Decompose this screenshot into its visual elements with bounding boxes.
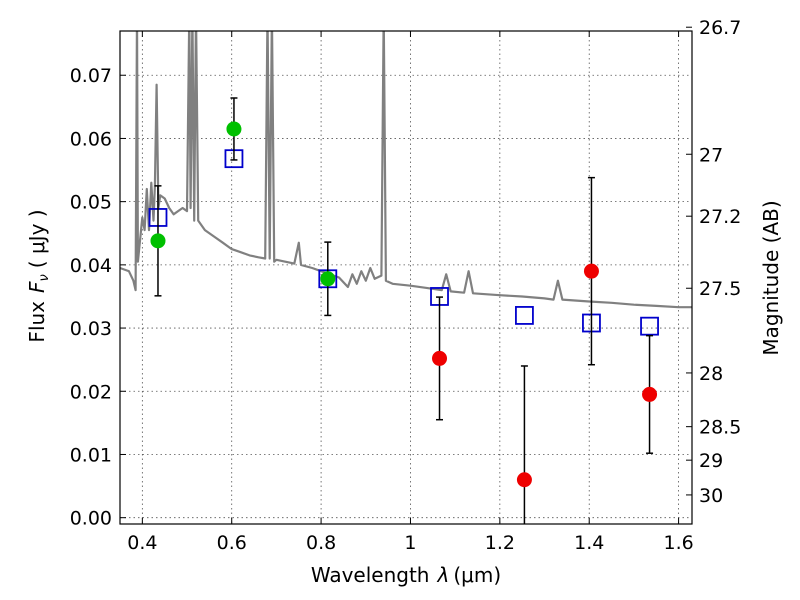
right-tick-label: 27.2 — [699, 206, 741, 228]
non-detection-point — [642, 386, 658, 402]
right-axis-label: Magnitude (AB) — [759, 200, 783, 355]
right-tick-label: 27 — [699, 144, 723, 166]
x-tick-label: 1 — [404, 532, 416, 554]
x-tick-label: 0.4 — [127, 532, 157, 554]
x-tick-label: 0.8 — [306, 532, 336, 554]
grid — [120, 31, 692, 524]
spectrum-layer — [120, 31, 692, 309]
spectrum-line — [120, 31, 692, 309]
detection-point — [226, 121, 242, 137]
non-detection-point — [432, 350, 448, 366]
y-tick-label: 0.01 — [70, 444, 112, 466]
right-tick-label: 28 — [699, 363, 723, 385]
x-tick-label: 0.6 — [217, 532, 247, 554]
plot-frame — [119, 30, 693, 525]
right-tick-label: 28.5 — [699, 417, 741, 439]
right-tick-label: 27.5 — [699, 278, 741, 300]
x-tick-label: 1.2 — [485, 532, 515, 554]
model-photometry-square — [515, 306, 534, 325]
y-tick-label: 0.04 — [70, 255, 112, 277]
right-tick-label: 30 — [699, 485, 723, 507]
model-photometry-square — [640, 316, 659, 336]
y-tick-label: 0.06 — [70, 128, 112, 150]
non-detection-point — [583, 263, 599, 279]
right-tick-label: 29 — [699, 450, 723, 472]
y-tick-label: 0.00 — [70, 508, 112, 530]
y-tick-label: 0.05 — [70, 192, 112, 214]
non-detection-point — [516, 472, 532, 488]
y-tick-label: 0.07 — [70, 65, 112, 87]
detection-point — [150, 233, 166, 249]
x-tick-label: 1.6 — [663, 532, 693, 554]
right-tick-label: 26.7 — [699, 17, 741, 39]
points-layer — [148, 97, 659, 524]
x-tick-label: 1.4 — [574, 532, 604, 554]
axes: 0.4 0.6 0.8 1 1.2 1.4 1.6 0.00 0.01 0.02 0.03 0.04 0… — [70, 17, 742, 554]
y-tick-label: 0.02 — [70, 381, 112, 403]
y-tick-label: 0.03 — [70, 318, 112, 340]
detection-point — [320, 271, 336, 287]
y-axis-label: FluxFν( μJy ) — [25, 209, 52, 342]
x-axis-label: Wavelength λ (μm) — [311, 563, 501, 587]
